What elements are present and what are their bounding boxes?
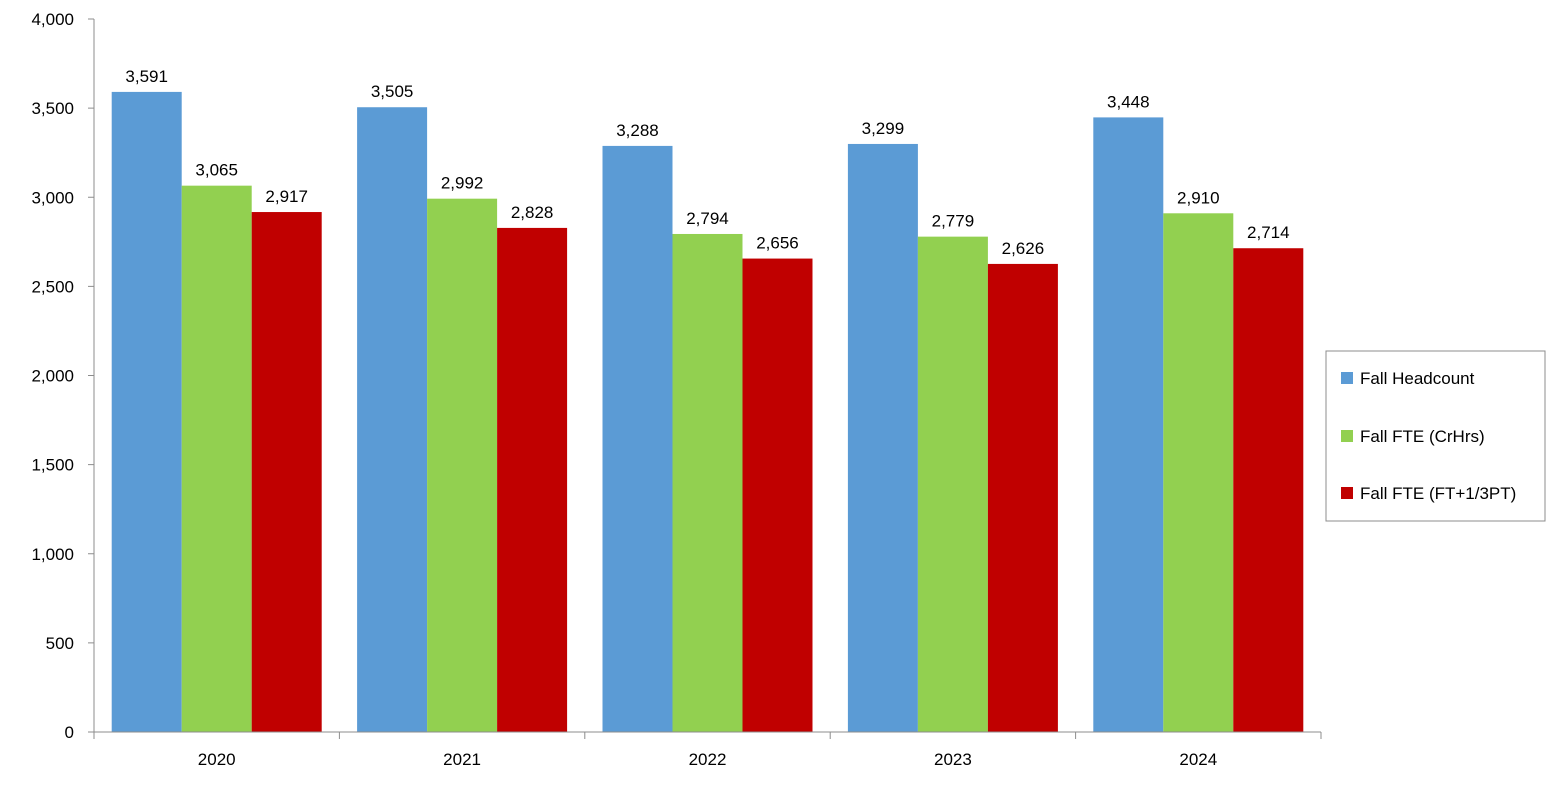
bar-fall-fte-crhrs-2023 [917,236,988,732]
y-tick-label: 4,000 [31,10,74,29]
bar-fall-fte-crhrs-2020 [181,185,252,732]
y-tick-label: 2,000 [31,367,74,386]
y-tick-label: 0 [65,723,74,742]
legend-swatch [1341,487,1353,499]
y-axis-ticks: 0 500 1,000 1,500 2,000 2,500 3,000 3,500 4,000 [31,10,94,742]
bar-fall-headcount-2022 [602,145,673,732]
data-label: 2,779 [932,212,975,231]
data-label: 2,626 [1002,239,1045,258]
data-label: 3,591 [125,67,168,86]
bar-fall-headcount-2020 [111,91,182,733]
x-axis-ticks: 2020 2021 2022 2023 2024 [93,732,1322,769]
bar-fall-fte-crhrs-2021 [427,198,498,732]
bar-fall-headcount-2024 [1093,117,1164,733]
y-tick-label: 1,500 [31,456,74,475]
data-label: 2,656 [756,234,799,253]
bar-fall-fte-crhrs-2024 [1163,213,1234,733]
data-label: 2,714 [1247,223,1290,242]
legend-swatch [1341,372,1353,384]
legend-box [1325,350,1546,522]
data-label: 2,992 [441,174,484,193]
bar-fall-fte-crhrs-2022 [672,233,743,733]
data-label: 2,910 [1177,188,1220,207]
bar-fall-fte-ft-1-3pt-2023 [987,263,1058,732]
y-tick-label: 1,000 [31,545,74,564]
x-tick-label: 2021 [443,750,481,769]
legend-swatch [1341,430,1353,442]
data-label: 3,299 [862,119,905,138]
legend: Fall Headcount Fall FTE (CrHrs) Fall FTE (… [1325,350,1546,522]
data-label: 3,065 [195,161,238,180]
data-label: 2,917 [265,187,308,206]
bar-fall-fte-ft-1-3pt-2024 [1233,248,1304,733]
legend-label: Fall FTE (CrHrs) [1360,427,1485,446]
data-label: 3,288 [616,121,659,140]
y-tick-label: 3,500 [31,99,74,118]
bars [111,91,1304,733]
legend-label: Fall FTE (FT+1/3PT) [1360,484,1516,503]
data-labels: 3,591 3,065 2,917 3,505 2,992 2,828 3,288 2,794… [125,67,1289,258]
x-tick-label: 2023 [934,750,972,769]
data-label: 3,505 [371,82,414,101]
legend-label: Fall Headcount [1360,369,1475,388]
y-tick-label: 2,500 [31,277,74,296]
x-tick-label: 2020 [198,750,236,769]
y-tick-label: 500 [46,634,74,653]
bar-fall-headcount-2023 [847,143,918,732]
x-tick-label: 2024 [1179,750,1217,769]
bar-fall-fte-ft-1-3pt-2020 [251,212,322,733]
x-tick-label: 2022 [689,750,727,769]
data-label: 2,828 [511,203,554,222]
bar-fall-headcount-2021 [357,107,428,732]
data-label: 2,794 [686,209,729,228]
bar-fall-fte-ft-1-3pt-2022 [742,258,813,732]
bar-fall-fte-ft-1-3pt-2021 [497,227,568,732]
data-label: 3,448 [1107,92,1150,111]
y-tick-label: 3,000 [31,188,74,207]
